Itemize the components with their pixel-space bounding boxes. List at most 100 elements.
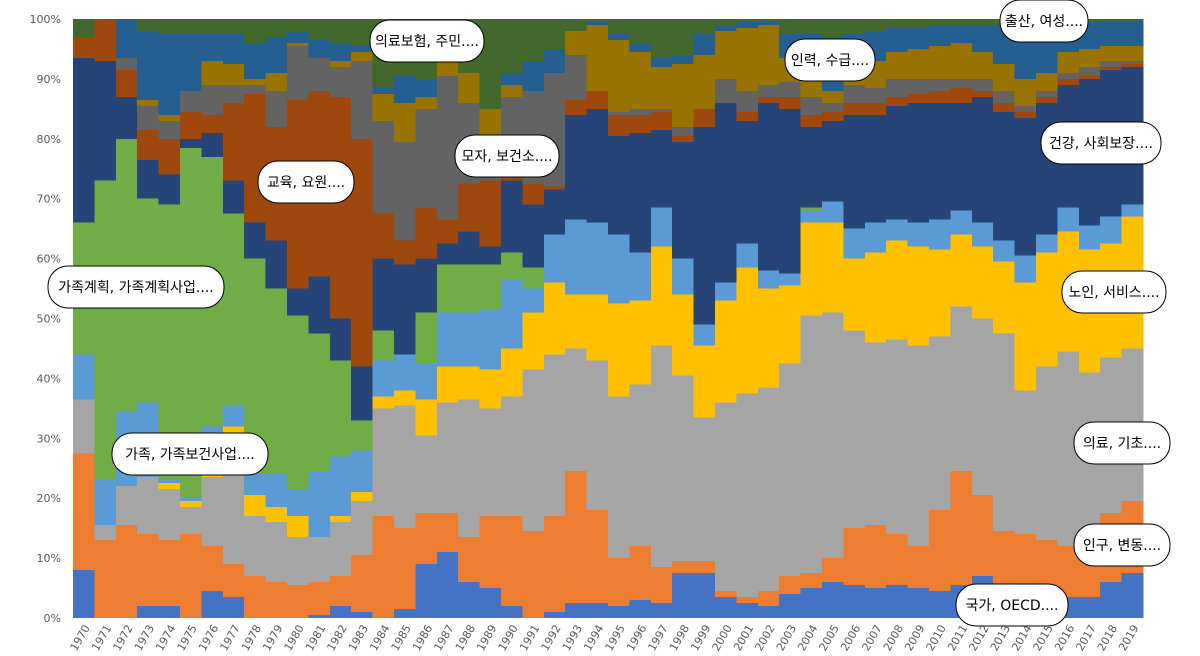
area-segment (180, 19, 202, 34)
area-segment (608, 39, 630, 112)
area-segment (586, 24, 609, 91)
area-segment (244, 42, 267, 79)
area-segment (1014, 282, 1037, 391)
area-segment (993, 63, 1016, 91)
area-segment (73, 57, 95, 223)
area-segment (1100, 216, 1123, 244)
area-segment (308, 471, 331, 538)
area-segment (971, 246, 994, 319)
area-segment (779, 285, 802, 364)
area-segment (650, 207, 673, 247)
area-segment (201, 33, 224, 61)
area-segment (929, 219, 951, 250)
area-segment (950, 306, 973, 472)
area-segment (715, 591, 737, 598)
callout-label: 건강, 사회보장.... (1049, 136, 1153, 152)
area-segment (73, 36, 95, 58)
area-segment (329, 360, 352, 457)
area-segment (715, 282, 737, 301)
area-segment (351, 366, 374, 421)
area-segment (1121, 19, 1144, 22)
area-segment (265, 507, 288, 523)
area-segment (1014, 534, 1037, 598)
area-segment (222, 597, 245, 618)
area-segment (308, 582, 331, 616)
area-segment (308, 276, 331, 334)
area-segment (329, 96, 352, 319)
area-segment (1014, 78, 1037, 106)
area-segment (565, 99, 588, 115)
area-segment (907, 48, 930, 79)
area-segment (479, 588, 502, 618)
area-segment (779, 594, 802, 618)
area-segment (843, 114, 866, 229)
area-segment (222, 213, 245, 406)
area-segment (158, 540, 181, 607)
area-segment (1014, 390, 1037, 535)
area-segment (586, 603, 609, 618)
area-segment (971, 24, 994, 52)
callout: 모자, 보건소.... (454, 134, 560, 178)
area-segment (950, 471, 973, 586)
area-segment (308, 57, 331, 91)
area-segment (351, 492, 374, 502)
area-segment (458, 582, 481, 618)
area-segment (907, 27, 930, 49)
area-segment (372, 330, 395, 361)
area-segment (565, 30, 588, 55)
area-segment (650, 567, 673, 604)
area-segment (479, 264, 502, 310)
area-segment (244, 495, 267, 517)
area-segment (779, 273, 802, 286)
area-segment (115, 69, 138, 97)
area-segment (971, 222, 994, 247)
area-segment (565, 294, 588, 349)
area-segment (971, 495, 994, 577)
area-segment (115, 19, 138, 58)
area-segment (672, 126, 695, 136)
area-segment (265, 288, 288, 475)
area-segment (501, 84, 523, 97)
area-segment (586, 108, 609, 223)
area-segment (693, 561, 716, 574)
area-segment (672, 19, 695, 55)
area-segment (757, 24, 780, 85)
area-segment (94, 19, 117, 61)
area-segment (629, 600, 652, 618)
callout: 가족, 가족보건사업.... (111, 432, 269, 476)
area-segment (1014, 255, 1037, 283)
area-segment (693, 126, 716, 325)
callout-box (111, 432, 269, 476)
area-segment (244, 474, 267, 496)
area-segment (73, 354, 95, 400)
area-segment (672, 63, 695, 127)
area-segment (1057, 72, 1080, 79)
area-segment (137, 129, 160, 160)
area-segment (736, 111, 759, 121)
area-segment (650, 66, 673, 109)
area-segment (543, 48, 566, 73)
area-segment (650, 111, 673, 130)
area-segment (501, 180, 523, 253)
area-segment (757, 387, 780, 592)
area-segment (693, 345, 716, 418)
area-segment (501, 606, 523, 618)
area-segment (907, 19, 930, 28)
area-segment (180, 501, 202, 508)
area-segment (672, 573, 695, 618)
area-segment (1100, 21, 1123, 46)
area-segment (929, 24, 951, 46)
callout-box (47, 265, 225, 309)
y-tick-label: 0% (44, 612, 61, 625)
area-segment (586, 294, 609, 361)
callout-label: 인력, 수급.... (791, 53, 869, 69)
area-segment (907, 546, 930, 589)
callouts: 국가, OECD.... 인구, 변동.... 의료, 기초.... 노인, 서비스.… (47, 0, 1171, 627)
area-segment (372, 213, 395, 259)
area-segment (1036, 540, 1058, 598)
area-segment (843, 102, 866, 115)
area-segment (94, 480, 117, 526)
area-segment (1078, 66, 1101, 76)
area-segment (115, 525, 138, 618)
